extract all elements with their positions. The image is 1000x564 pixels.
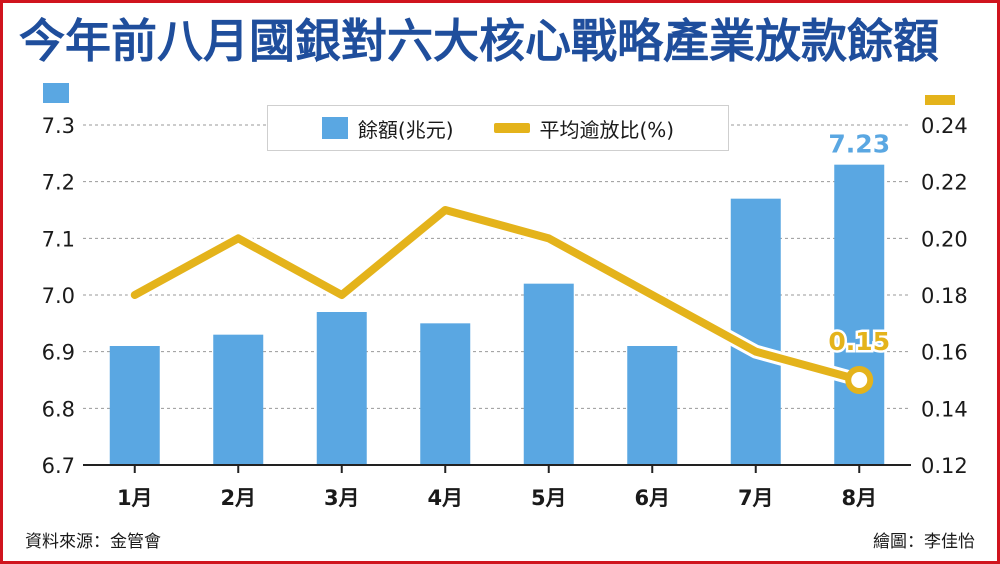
bar-6: [627, 346, 678, 465]
y-right-tick-label: 0.20: [921, 227, 968, 251]
y-right-tick-label: 0.22: [921, 171, 968, 195]
bar-7: [730, 198, 781, 465]
x-tick-label: 4月: [427, 486, 463, 510]
bar-8: [834, 164, 885, 465]
x-tick-label: 7月: [738, 486, 774, 510]
line-data-label: 0.15: [828, 327, 890, 356]
y-left-tick-label: 7.3: [42, 114, 75, 138]
bar-2: [213, 334, 264, 465]
legend-bar-swatch: [321, 117, 348, 139]
chart-plot: 6.7 6.8 6.9 7.0 7.1 7.2 7.3 0.12 0.14 0.16 0.18 0.2…: [42, 114, 968, 510]
x-tick-label: 6月: [634, 486, 670, 510]
y-left-tick-label: 7.1: [42, 227, 75, 251]
legend-item-npl-ratio: 平均逾放比(%): [493, 114, 675, 143]
legend-line-label: 平均逾放比(%): [539, 117, 675, 142]
y-left-tick-label: 7.0: [42, 284, 75, 308]
line-point-marker: [845, 366, 874, 394]
legend-bar-label: 餘額(兆元): [357, 117, 454, 142]
chart-legend: 餘額(兆元) 平均逾放比(%): [267, 105, 729, 151]
bar-1: [109, 346, 160, 465]
x-tick-label: 1月: [117, 486, 153, 510]
bar-data-label: 7.23: [828, 130, 890, 159]
bar-3: [316, 312, 367, 465]
bar-4: [420, 323, 471, 465]
chart-title: 今年前八月國銀對六大核心戰略產業放款餘額: [19, 14, 939, 68]
x-tick-label: 2月: [220, 486, 256, 510]
y-left-tick-label: 6.8: [42, 397, 75, 421]
legend-item-balance: 餘額(兆元): [321, 114, 454, 143]
y-left-tick-label: 6.9: [42, 341, 75, 365]
legend-line-swatch: [493, 123, 530, 133]
x-tick-label: 5月: [531, 486, 567, 510]
x-tick-label: 8月: [841, 486, 877, 510]
left-axis-swatch: [43, 83, 69, 103]
y-right-tick-label: 0.12: [921, 454, 968, 478]
y-right-tick-label: 0.18: [921, 284, 968, 308]
bar-5: [523, 283, 574, 465]
y-right-tick-label: 0.24: [921, 114, 968, 138]
x-tick-label: 3月: [324, 486, 360, 510]
graphic-credit: 繪圖：李佳怡: [873, 532, 975, 552]
y-left-tick-label: 7.2: [42, 171, 75, 195]
y-left-tick-label: 6.7: [42, 454, 75, 478]
y-right-tick-label: 0.16: [921, 341, 968, 365]
line-series-npl-ratio: [130, 206, 864, 384]
y-right-tick-label: 0.14: [921, 397, 968, 421]
source-note: 資料來源：金管會: [25, 532, 161, 552]
right-axis-swatch: [925, 95, 955, 105]
